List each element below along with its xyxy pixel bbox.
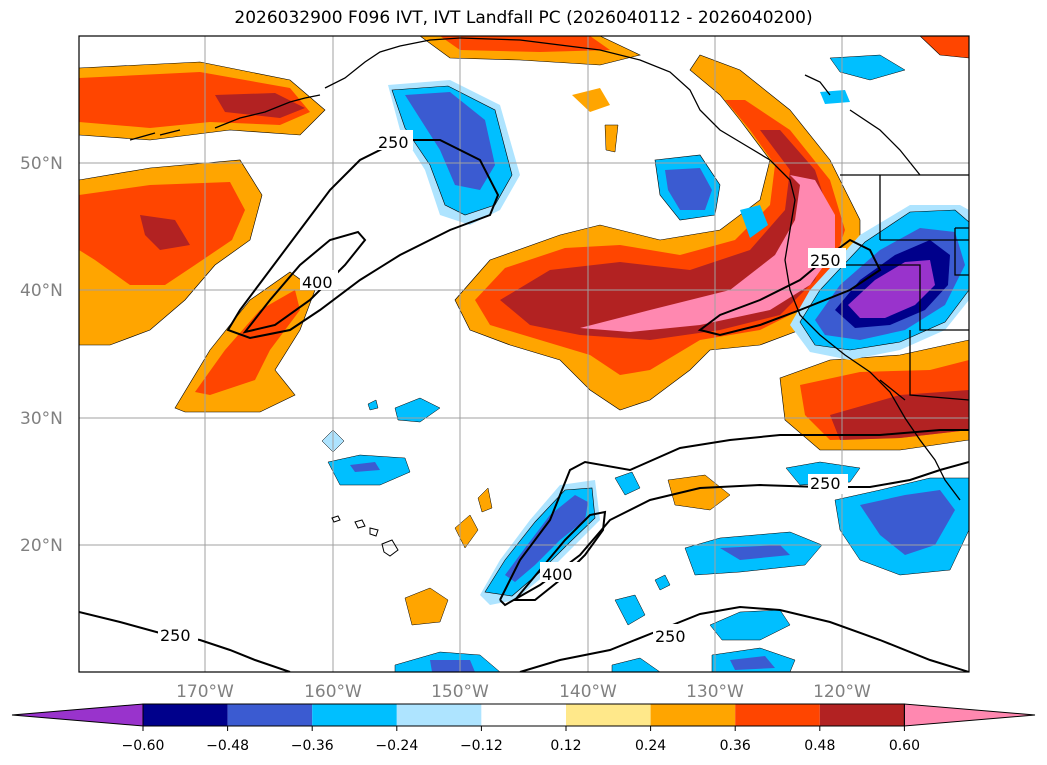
- hawaii-islands: [331, 515, 399, 557]
- longitude-labels: 170°W 160°W 150°W 140°W 130°W 120°W: [176, 682, 871, 702]
- shade-ne-red: [440, 36, 610, 52]
- colorbar-segment: [312, 704, 397, 726]
- colorbar-tick-label: 0.60: [889, 738, 920, 754]
- contour-label-bg: [653, 624, 693, 644]
- shade-cold-spot-10: [709, 609, 791, 641]
- colorbar-segment: [735, 704, 820, 726]
- shade-spot-2: [604, 124, 619, 153]
- shade-cold-spot-6b: [720, 545, 790, 560]
- contour-250-ca: [697, 238, 882, 337]
- shade-ne-corner: [919, 36, 969, 59]
- colorbar-segment: [227, 704, 313, 726]
- shade-ar-pink: [580, 175, 835, 332]
- contour-label-bg: [808, 248, 846, 268]
- shade-spot-4: [404, 587, 449, 626]
- contour-label-bg: [158, 626, 198, 646]
- colorbar-tick-label: 0.24: [635, 738, 666, 754]
- colorbar-frame: [142, 703, 905, 727]
- shade-cold-spot-14: [654, 574, 671, 591]
- colorbar-tick-label: −0.36: [291, 738, 334, 754]
- colorbar-segment: [650, 704, 736, 726]
- lon-label-130w: 130°W: [686, 682, 744, 702]
- colorbar-segment: [819, 704, 905, 726]
- shade-spot-6: [477, 487, 493, 513]
- shade-cold-spot-12b: [430, 660, 475, 672]
- map-title: 2026032900 F096 IVT, IVT Landfall PC (20…: [234, 8, 813, 28]
- coastlines: [129, 37, 969, 501]
- colorbar-ticks: [142, 726, 905, 731]
- latitude-labels: 50°N 40°N 30°N 20°N: [20, 154, 63, 556]
- shade-spot-1: [572, 88, 610, 112]
- colorbar-segment: [396, 704, 482, 726]
- ivt-contours: [79, 139, 969, 672]
- shade-west-darkred: [140, 215, 190, 250]
- lat-label-20n: 20°N: [20, 536, 63, 556]
- shade-spot-5: [454, 514, 479, 549]
- shade-tongue-red: [195, 290, 300, 395]
- shade-bc-cyan-2: [740, 205, 768, 238]
- shade-goa-blue: [405, 92, 495, 190]
- colorbar-tick-label: −0.12: [460, 738, 503, 754]
- contour-label-bg: [808, 474, 848, 494]
- lon-label-150w: 150°W: [431, 682, 489, 702]
- colorbar-tick-label: 0.36: [720, 738, 751, 754]
- lat-label-30n: 30°N: [20, 409, 63, 429]
- contour-250-sw: [79, 611, 291, 672]
- shade-north-cold: [829, 54, 906, 81]
- contour-label-250-north: 250: [378, 133, 409, 152]
- colorbar-tick-label: 0.48: [804, 738, 835, 754]
- graticule: [79, 36, 969, 672]
- shade-sub-blue: [505, 495, 588, 582]
- colorbar-segment-extend-low: [11, 703, 144, 727]
- shade-cold-spot-4: [367, 399, 379, 411]
- colorbar-tick-label: −0.60: [122, 738, 165, 754]
- contour-label-250-se: 250: [655, 627, 686, 646]
- ivt-shading: [79, 36, 969, 672]
- shade-cold-spot-13: [611, 657, 661, 672]
- colorbar: −0.60 −0.48 −0.36 −0.24 −0.12 0.12 0.24 …: [11, 703, 1036, 754]
- contour-250-north: [226, 139, 500, 340]
- colorbar-tick-label: 0.12: [550, 738, 581, 754]
- shade-cold-spot-3b: [350, 462, 380, 472]
- shade-se-darkred: [830, 390, 969, 440]
- lon-label-170w: 170°W: [176, 682, 234, 702]
- colorbar-tick-label: −0.24: [375, 738, 418, 754]
- colorbar-segment-extend-high: [903, 703, 1036, 727]
- contour-250-sub-b: [499, 461, 969, 607]
- colorbar-segment: [143, 704, 228, 726]
- shade-aleutian-darkred: [215, 93, 305, 118]
- contour-label-bg: [375, 130, 413, 150]
- shade-cold-spot-9: [614, 594, 646, 626]
- shade-cold-spot-5: [614, 471, 641, 496]
- contour-labels: 250 400 250 250 400 250 250: [158, 130, 848, 646]
- colorbar-segment: [566, 704, 651, 726]
- lon-label-160w: 160°W: [304, 682, 362, 702]
- lat-label-50n: 50°N: [20, 154, 63, 174]
- colorbar-segment: [481, 704, 566, 726]
- map-frame: [78, 35, 970, 673]
- shade-cold-spot-8b: [860, 490, 955, 555]
- shade-bc-blue: [665, 168, 712, 210]
- contour-label-400-sub: 400: [542, 565, 573, 584]
- colorbar-tick-label: −0.48: [206, 738, 249, 754]
- contour-400-north: [242, 230, 367, 334]
- shade-interior-purple: [848, 260, 935, 318]
- contour-250-sub: [499, 429, 969, 601]
- shade-cold-spot-11b: [730, 656, 775, 670]
- lon-label-120w: 120°W: [813, 682, 871, 702]
- contour-label-250-ca: 250: [810, 251, 841, 270]
- lon-label-140w: 140°W: [559, 682, 617, 702]
- contour-label-400-north: 400: [302, 273, 333, 292]
- contour-label-bg: [540, 562, 580, 582]
- contour-400-sub: [512, 510, 607, 601]
- contour-250-se: [519, 605, 969, 672]
- shade-north-cold-2: [820, 90, 850, 104]
- contour-label-bg: [300, 270, 338, 290]
- contour-label-250-sw: 250: [160, 626, 191, 645]
- contour-label-250-sub: 250: [810, 474, 841, 493]
- lat-label-40n: 40°N: [20, 281, 63, 301]
